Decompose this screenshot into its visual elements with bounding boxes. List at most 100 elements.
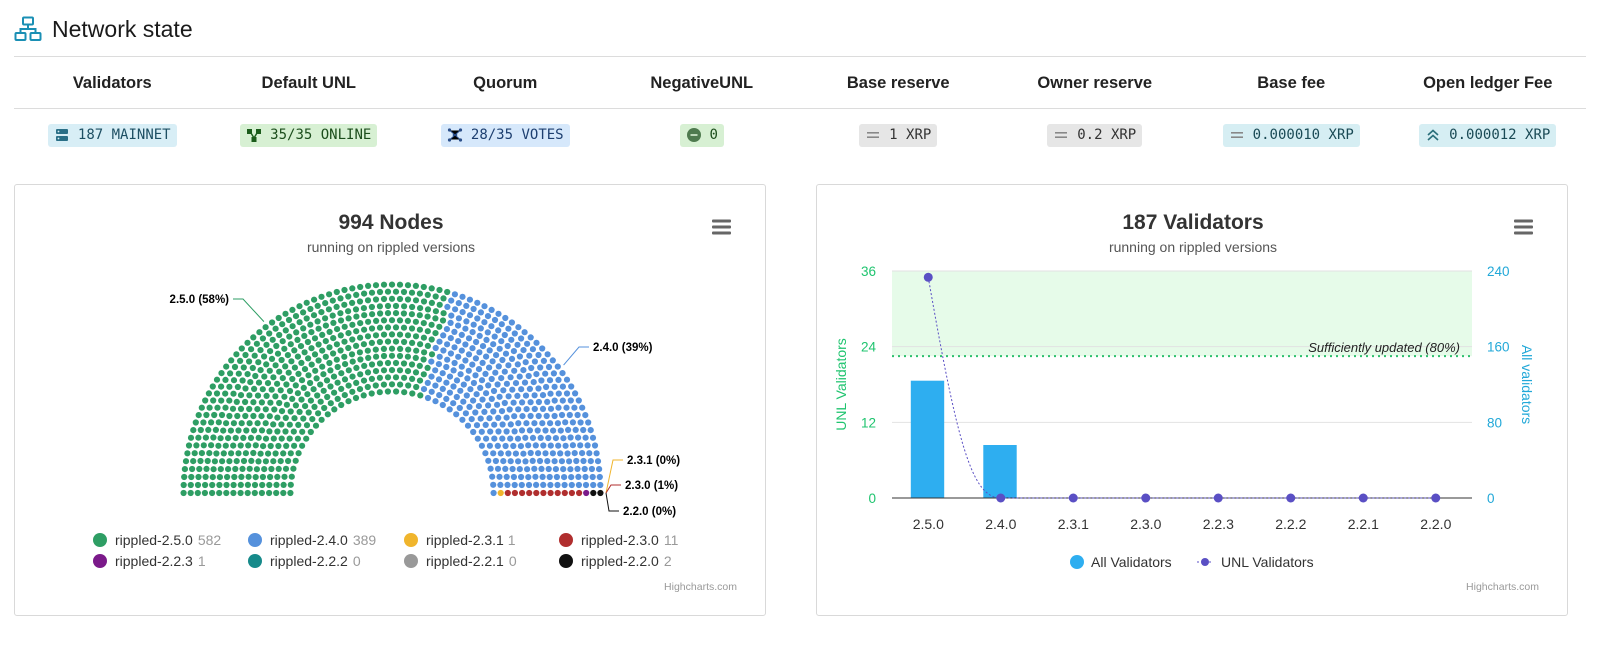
node-point[interactable] <box>486 347 493 354</box>
node-point[interactable] <box>495 414 502 421</box>
node-point[interactable] <box>245 473 252 480</box>
node-point[interactable] <box>327 383 334 390</box>
node-point[interactable] <box>401 338 408 346</box>
node-point[interactable] <box>287 481 294 488</box>
node-point[interactable] <box>521 329 528 336</box>
node-point[interactable] <box>273 481 280 488</box>
node-point[interactable] <box>311 335 319 342</box>
node-point[interactable] <box>294 353 301 360</box>
node-point[interactable] <box>282 327 289 334</box>
node-point[interactable] <box>504 342 511 350</box>
node-point[interactable] <box>522 359 529 366</box>
node-point[interactable] <box>251 352 258 359</box>
node-point[interactable] <box>217 466 224 473</box>
node-point[interactable] <box>547 481 554 489</box>
node-point[interactable] <box>531 358 539 365</box>
node-point[interactable] <box>529 457 536 464</box>
node-point[interactable] <box>401 389 408 396</box>
node-point[interactable] <box>568 489 576 497</box>
node-point[interactable] <box>330 350 337 357</box>
node-point[interactable] <box>413 383 420 391</box>
node-point[interactable] <box>535 412 542 420</box>
node-point[interactable] <box>324 411 331 418</box>
node-point[interactable] <box>575 434 582 441</box>
node-point[interactable] <box>313 375 320 382</box>
node-point[interactable] <box>278 356 285 364</box>
node-point[interactable] <box>452 306 459 313</box>
node-point[interactable] <box>380 295 388 303</box>
node-point[interactable] <box>481 303 488 310</box>
node-point[interactable] <box>384 310 392 317</box>
node-point[interactable] <box>312 422 320 429</box>
node-point[interactable] <box>357 334 364 341</box>
node-point[interactable] <box>417 305 424 312</box>
node-point[interactable] <box>200 442 207 449</box>
node-point[interactable] <box>444 341 451 348</box>
unl-validators-point[interactable] <box>1358 493 1368 503</box>
node-point[interactable] <box>495 327 502 334</box>
node-point[interactable] <box>546 377 554 384</box>
node-point[interactable] <box>356 349 363 356</box>
node-point[interactable] <box>495 428 502 435</box>
node-point[interactable] <box>223 420 230 427</box>
node-point[interactable] <box>392 302 400 310</box>
node-point[interactable] <box>392 310 400 317</box>
node-point[interactable] <box>510 399 517 406</box>
node-point[interactable] <box>473 422 481 429</box>
node-point[interactable] <box>285 457 292 465</box>
node-point[interactable] <box>238 473 245 480</box>
node-point[interactable] <box>311 351 319 358</box>
node-point[interactable] <box>267 442 274 450</box>
node-point[interactable] <box>290 428 297 435</box>
node-point[interactable] <box>250 412 257 420</box>
node-point[interactable] <box>588 465 596 473</box>
node-point[interactable] <box>533 371 540 378</box>
node-point[interactable] <box>268 355 276 362</box>
node-point[interactable] <box>380 331 388 338</box>
node-point[interactable] <box>293 329 300 336</box>
node-point[interactable] <box>226 458 233 465</box>
node-point[interactable] <box>420 298 428 305</box>
node-point[interactable] <box>495 310 502 317</box>
node-point[interactable] <box>420 334 427 341</box>
node-point[interactable] <box>303 435 310 442</box>
node-point[interactable] <box>591 442 599 449</box>
node-point[interactable] <box>388 295 396 302</box>
unl-validators-point[interactable] <box>1431 493 1441 503</box>
node-point[interactable] <box>243 427 250 434</box>
node-point[interactable] <box>372 332 380 339</box>
node-point[interactable] <box>457 371 464 378</box>
node-point[interactable] <box>409 375 416 382</box>
node-point[interactable] <box>262 406 269 413</box>
node-point[interactable] <box>485 382 492 389</box>
legend-item[interactable]: rippled-2.3.0 11 <box>559 532 679 548</box>
node-point[interactable] <box>518 427 526 434</box>
node-point[interactable] <box>462 410 469 417</box>
node-point[interactable] <box>420 386 428 393</box>
node-point[interactable] <box>532 473 539 480</box>
node-point[interactable] <box>299 442 306 449</box>
node-point[interactable] <box>508 336 515 343</box>
node-point[interactable] <box>193 442 200 449</box>
node-point[interactable] <box>490 481 497 488</box>
node-point[interactable] <box>312 367 319 374</box>
node-point[interactable] <box>320 387 327 394</box>
node-point[interactable] <box>277 387 284 394</box>
node-point[interactable] <box>321 404 328 412</box>
node-point[interactable] <box>388 345 396 352</box>
node-point[interactable] <box>404 296 412 303</box>
node-point[interactable] <box>230 390 237 397</box>
node-point[interactable] <box>353 364 360 371</box>
node-point[interactable] <box>459 416 466 423</box>
node-point[interactable] <box>409 339 416 346</box>
node-point[interactable] <box>327 400 334 407</box>
node-point[interactable] <box>517 443 524 450</box>
node-point[interactable] <box>436 286 443 294</box>
node-point[interactable] <box>292 402 299 409</box>
node-point[interactable] <box>318 293 325 300</box>
node-point[interactable] <box>218 411 226 419</box>
node-point[interactable] <box>535 450 542 457</box>
node-point[interactable] <box>469 345 476 352</box>
node-point[interactable] <box>392 359 400 367</box>
node-point[interactable] <box>222 376 229 383</box>
